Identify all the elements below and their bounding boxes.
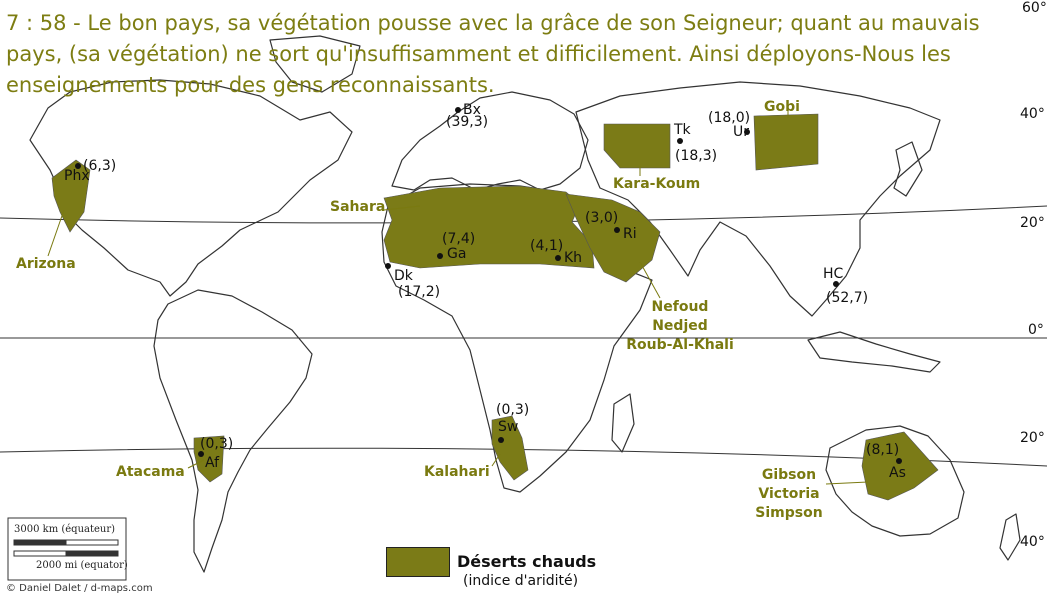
station-ga-index: (7,4) xyxy=(442,231,476,247)
label-atacama: Atacama xyxy=(116,464,185,480)
legend-subtitle: (indice d'aridité) xyxy=(463,573,579,589)
indonesia-outline xyxy=(807,331,941,373)
desert-areas xyxy=(51,113,939,501)
station-dk-index: (17,2) xyxy=(398,284,441,300)
desert-arizona xyxy=(51,159,91,233)
desert-atacama xyxy=(193,435,225,483)
verse-text: 7 : 58 - Le bon pays, sa végétation pous… xyxy=(6,11,980,97)
credit: © Daniel Dalet / d-maps.com xyxy=(6,583,153,594)
south-america-outline xyxy=(153,289,313,573)
label-arabia: Nefoud Nedjed Roub-Al-Khali xyxy=(622,298,738,355)
desert-arabia xyxy=(565,193,661,283)
lat-0: 0° xyxy=(1028,322,1044,338)
scale-mi-label: 2000 mi (equator) xyxy=(36,560,128,571)
label-sahara: Sahara xyxy=(330,199,386,215)
legend-title: Déserts chauds xyxy=(457,552,597,571)
dot-as xyxy=(896,458,902,464)
label-australia: Gibson Victoria Simpson xyxy=(754,466,824,523)
label-simpson: Simpson xyxy=(755,505,823,521)
station-sw-code: Sw xyxy=(498,419,519,435)
australia-outline xyxy=(825,425,965,537)
lat-20n: 20° xyxy=(1020,215,1045,231)
station-tk-index: (18,3) xyxy=(675,148,718,164)
station-kh-code: Kh xyxy=(564,250,583,266)
station-phx-index: (6,3) xyxy=(83,158,117,174)
desert-australia xyxy=(861,431,939,501)
dot-ur xyxy=(744,129,750,135)
desert-kalahari xyxy=(491,415,529,481)
leader-arabia xyxy=(639,261,661,299)
station-sw-index: (0,3) xyxy=(496,402,530,418)
station-kh-index: (4,1) xyxy=(530,238,564,254)
dot-hc xyxy=(833,281,839,287)
leader-sahara xyxy=(383,205,421,211)
label-nedjed: Nedjed xyxy=(652,318,708,334)
north-america-outline xyxy=(29,79,353,297)
station-ur-index: (18,0) xyxy=(708,110,751,126)
legend-swatch xyxy=(386,547,450,577)
new-zealand-outline xyxy=(999,513,1021,561)
station-phx-code: Phx xyxy=(64,168,90,184)
station-hc-code: HC xyxy=(823,266,844,282)
label-kara-koum: Kara-Koum xyxy=(613,176,701,192)
station-tk-code: Tk xyxy=(674,122,691,138)
scale-km-label: 3000 km (équateur) xyxy=(14,524,116,535)
dot-ri xyxy=(614,227,620,233)
lat-60n: 60° xyxy=(1022,0,1047,16)
desert-gobi xyxy=(753,113,819,171)
leader-arizona xyxy=(47,209,65,257)
dot-af xyxy=(198,451,204,457)
station-ga-code: Ga xyxy=(447,246,467,262)
dot-kh xyxy=(555,255,561,261)
dot-bx xyxy=(455,107,461,113)
lat-40n: 40° xyxy=(1020,106,1045,122)
dot-dk xyxy=(385,263,391,269)
station-ri-code: Ri xyxy=(623,226,637,242)
madagascar-outline xyxy=(611,393,635,453)
leader-australia xyxy=(825,481,869,485)
greenland-outline xyxy=(269,35,361,93)
lat-40s: 40° xyxy=(1020,534,1045,550)
station-as-index: (8,1) xyxy=(866,442,900,458)
station-bx-code: Bx xyxy=(463,102,481,118)
station-af-index: (0,3) xyxy=(200,436,234,452)
label-victoria: Victoria xyxy=(758,486,820,502)
station-hc-index: (52,7) xyxy=(826,290,869,306)
station-as-code: As xyxy=(889,465,906,481)
lat-20s: 20° xyxy=(1020,430,1045,446)
label-gobi: Gobi xyxy=(764,99,800,115)
label-kalahari: Kalahari xyxy=(424,464,490,480)
station-dk-code: Dk xyxy=(394,268,413,284)
station-ri-index: (3,0) xyxy=(585,210,619,226)
scale-bar xyxy=(7,517,127,581)
dot-ga xyxy=(437,253,443,259)
desert-kara-koum xyxy=(603,123,671,169)
station-dots xyxy=(75,107,902,464)
label-arizona: Arizona xyxy=(16,256,76,272)
station-af-code: Af xyxy=(205,455,220,471)
land-outlines xyxy=(29,35,1021,573)
leader-kalahari xyxy=(491,453,501,467)
station-ur-code: Ur xyxy=(733,124,750,140)
station-bx-index: (39,3) xyxy=(446,114,489,130)
label-nefoud: Nefoud xyxy=(651,299,709,315)
leader-atacama xyxy=(187,459,205,469)
dot-tk xyxy=(677,138,683,144)
asia-outline xyxy=(575,81,941,317)
leader-lines xyxy=(47,110,869,485)
europe-outline xyxy=(391,91,589,191)
desert-sahara xyxy=(383,185,595,269)
label-roub-al-khali: Roub-Al-Khali xyxy=(626,337,734,353)
japan-outline xyxy=(893,141,923,197)
dot-sw xyxy=(498,437,504,443)
label-gibson: Gibson xyxy=(761,467,817,483)
dot-phx xyxy=(75,163,81,169)
